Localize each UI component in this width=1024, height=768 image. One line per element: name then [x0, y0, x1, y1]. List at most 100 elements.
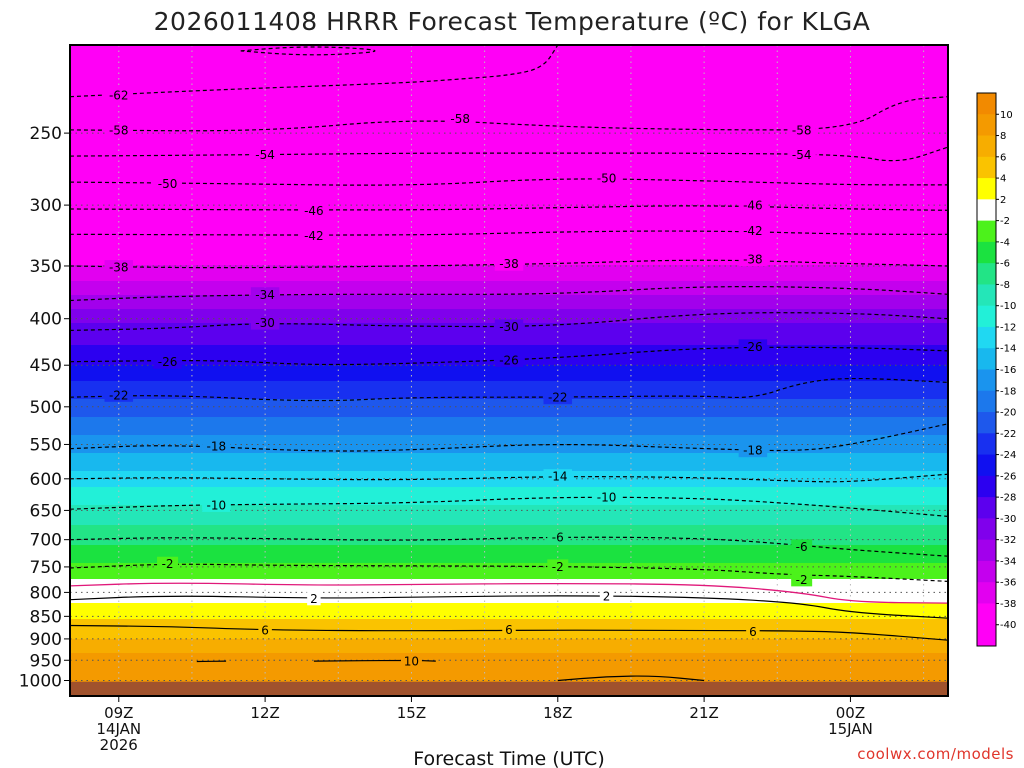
temperature-band: [70, 71, 948, 74]
temperature-band: [70, 393, 948, 396]
contour-label-bg: [104, 387, 134, 402]
temperature-band: [70, 477, 948, 480]
colorbar-label-4: 4: [1000, 174, 1006, 185]
temperature-band: [70, 409, 948, 412]
temperature-band: [70, 369, 948, 372]
temperature-band: [70, 657, 948, 660]
temperature-band: [70, 589, 948, 592]
y-tick-label-950: 950: [30, 651, 62, 671]
contour-label-bg: [153, 354, 182, 369]
contour-label-bg: [543, 390, 573, 405]
temperature-band: [70, 655, 948, 658]
contour-label--58: -58: [450, 112, 470, 126]
temperature-band: [70, 383, 948, 386]
temperature-band: [70, 561, 948, 564]
temperature-band: [70, 123, 948, 126]
colorbar-segment: [977, 518, 996, 541]
contour-label-bg: [250, 287, 280, 302]
temperature-band: [70, 151, 948, 154]
colorbar-label--2: -2: [1000, 216, 1010, 227]
temperature-band: [70, 135, 948, 138]
temperature-band: [70, 679, 948, 682]
temperature-band: [70, 335, 948, 338]
temperature-band: [70, 579, 948, 582]
contour-label-bg: [738, 198, 768, 213]
contour-label--2: -2: [552, 560, 564, 574]
temperature-band: [70, 275, 948, 278]
temperature-band: [70, 569, 948, 572]
contour-label--30: -30: [499, 320, 519, 334]
temperature-band: [70, 621, 948, 624]
temperature-band: [70, 49, 948, 52]
temperature-band: [70, 105, 948, 108]
temperature-band: [70, 443, 948, 446]
chart-title: 2026011408 HRRR Forecast Temperature (ºC…: [154, 7, 871, 36]
temperature-band: [70, 643, 948, 646]
colorbar-label-8: 8: [1000, 131, 1006, 142]
temperature-band: [70, 189, 948, 192]
temperature-band: [70, 503, 948, 506]
temperature-band: [70, 677, 948, 680]
temperature-band: [70, 199, 948, 202]
temperature-band: [70, 607, 948, 610]
y-tick-label-750: 750: [30, 558, 62, 578]
colorbar-label--24: -24: [1000, 450, 1016, 461]
contour-label-bg: [494, 319, 524, 334]
temperature-band: [70, 195, 948, 198]
contour-label-bg: [202, 497, 231, 512]
colorbar-segment: [977, 305, 996, 328]
temperature-band: [70, 95, 948, 98]
temperature-band: [70, 217, 948, 220]
temperature-band: [70, 61, 948, 64]
contour-line--26: [70, 346, 948, 366]
temperature-band: [70, 553, 948, 556]
contour-label-bg: [791, 572, 813, 587]
temperature-band: [70, 397, 948, 400]
temperature-band: [70, 367, 948, 370]
temperature-band: [70, 403, 948, 406]
temperature-band: [70, 611, 948, 614]
temperature-band: [70, 187, 948, 190]
temperature-band: [70, 669, 948, 672]
contour-label-6: 6: [749, 625, 757, 639]
temperature-band: [70, 89, 948, 92]
temperature-band: [70, 85, 948, 88]
temperature-band: [70, 291, 948, 294]
temperature-band: [70, 203, 948, 206]
contour-line--22: [70, 377, 948, 402]
contour-label-bg: [153, 176, 182, 191]
temperature-band: [70, 591, 948, 594]
temperature-band: [70, 117, 948, 120]
temperature-band: [70, 79, 948, 82]
contour-label--42: -42: [743, 224, 763, 238]
x-tick-label-21Z: 21Z: [689, 704, 718, 722]
temperature-band: [70, 121, 948, 124]
x-axis-label: Forecast Time (UTC): [413, 748, 604, 768]
temperature-band: [70, 661, 948, 664]
colorbar-label--28: -28: [1000, 493, 1016, 504]
temperature-band: [70, 129, 948, 132]
temperature-band: [70, 453, 948, 456]
temperature-band: [70, 277, 948, 280]
colorbar-label--30: -30: [1000, 514, 1016, 525]
temperature-band: [70, 341, 948, 344]
temperature-band: [70, 545, 948, 548]
temperature-band: [70, 563, 948, 566]
temperature-band: [70, 619, 948, 622]
temperature-band: [70, 511, 948, 514]
contour-line--34: [70, 286, 948, 302]
contour-label--38: -38: [109, 261, 129, 275]
temperature-band: [70, 489, 948, 492]
colorbar-segment: [977, 220, 996, 243]
colorbar-segment: [977, 454, 996, 477]
colorbar-label--4: -4: [1000, 237, 1010, 248]
colorbar: 10 8 6 4 2 -2 -4 -6 -8 -10 -12 -14 -16 -18 -20 -22 -24 -2…: [976, 92, 1016, 647]
y-tick-label-450: 450: [30, 356, 62, 376]
temperature-band: [70, 475, 948, 478]
temperature-band: [70, 439, 948, 442]
temperature-band: [70, 289, 948, 292]
x-tick-label-15JAN: 15JAN: [828, 720, 873, 738]
temperature-band: [70, 75, 948, 78]
temperature-band: [70, 145, 948, 148]
temperature-band: [70, 45, 948, 48]
